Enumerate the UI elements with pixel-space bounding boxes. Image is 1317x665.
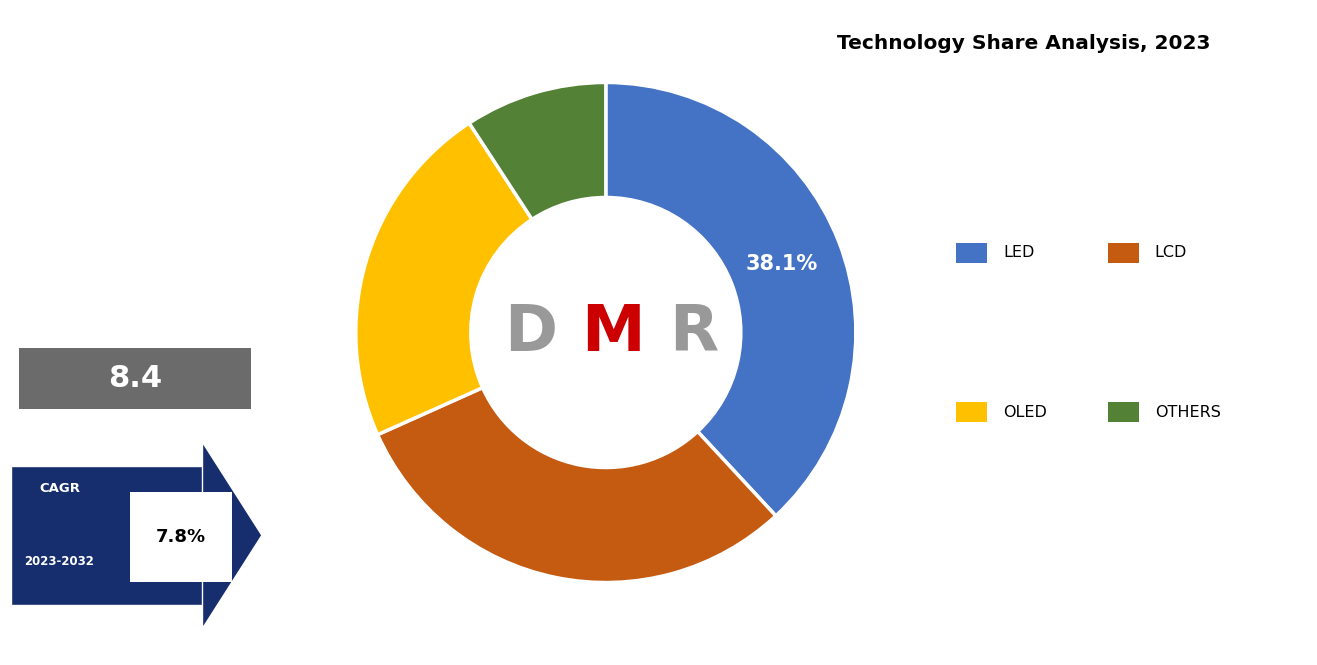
Text: LCD: LCD bbox=[1155, 245, 1187, 260]
Text: D: D bbox=[504, 301, 557, 364]
Polygon shape bbox=[203, 442, 262, 628]
FancyBboxPatch shape bbox=[129, 492, 232, 582]
Text: LED: LED bbox=[1004, 245, 1034, 260]
Text: Research: Research bbox=[66, 160, 204, 186]
Wedge shape bbox=[378, 388, 776, 583]
Text: 8.4: 8.4 bbox=[108, 364, 162, 393]
Text: 38.1%: 38.1% bbox=[745, 253, 818, 273]
Text: M: M bbox=[582, 301, 645, 364]
Polygon shape bbox=[11, 465, 211, 605]
Text: Global Display Driver
Integrated Circuits
Market Size
(USD Billion), 2023: Global Display Driver Integrated Circuit… bbox=[53, 246, 217, 319]
FancyBboxPatch shape bbox=[18, 348, 252, 409]
Text: Market: Market bbox=[83, 106, 187, 133]
Text: 7.8%: 7.8% bbox=[155, 527, 205, 546]
FancyBboxPatch shape bbox=[1108, 402, 1139, 422]
Text: Technology Share Analysis, 2023: Technology Share Analysis, 2023 bbox=[838, 34, 1210, 53]
Wedge shape bbox=[469, 82, 606, 219]
FancyBboxPatch shape bbox=[1108, 243, 1139, 263]
Text: CAGR: CAGR bbox=[40, 482, 80, 495]
Wedge shape bbox=[356, 123, 532, 435]
Wedge shape bbox=[606, 82, 856, 516]
FancyBboxPatch shape bbox=[956, 402, 988, 422]
Text: OTHERS: OTHERS bbox=[1155, 405, 1221, 420]
FancyBboxPatch shape bbox=[956, 243, 988, 263]
Text: OLED: OLED bbox=[1004, 405, 1047, 420]
Text: Dimension: Dimension bbox=[57, 53, 213, 80]
Text: 2023-2032: 2023-2032 bbox=[25, 555, 95, 569]
Text: R: R bbox=[669, 301, 718, 364]
